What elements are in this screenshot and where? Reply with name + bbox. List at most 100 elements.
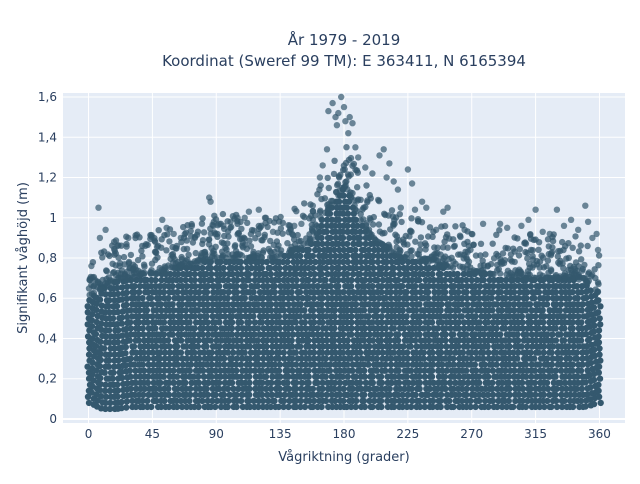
data-point: [388, 258, 395, 266]
data-point: [365, 301, 373, 308]
data-point: [255, 349, 262, 356]
data-point: [101, 369, 108, 376]
data-point: [118, 320, 126, 327]
data-point: [468, 355, 475, 362]
data-point: [114, 339, 122, 346]
y-tick-labels: 00,20,40,60,811,21,41,6: [38, 90, 57, 426]
data-point: [162, 313, 169, 320]
data-point: [323, 391, 330, 398]
data-point: [269, 373, 276, 380]
x-tick-label: 180: [333, 427, 356, 441]
data-point: [582, 379, 589, 386]
data-point: [317, 207, 324, 214]
data-point: [455, 373, 463, 380]
data-point: [399, 349, 406, 356]
data-point: [255, 397, 262, 405]
data-point: [378, 313, 385, 320]
data-point: [373, 313, 380, 320]
data-point: [374, 301, 382, 308]
data-point: [158, 307, 165, 314]
data-point: [241, 214, 248, 221]
data-point: [437, 403, 444, 411]
data-point: [378, 343, 386, 350]
data-point: [387, 283, 395, 290]
data-point: [441, 289, 449, 296]
data-point: [208, 270, 215, 278]
data-point: [354, 222, 361, 229]
data-point: [433, 331, 440, 338]
data-point: [92, 330, 100, 338]
data-point: [434, 325, 441, 332]
data-point: [177, 349, 185, 356]
data-point: [204, 319, 211, 326]
data-point: [353, 391, 360, 398]
data-point: [247, 367, 254, 374]
data-point: [254, 325, 262, 332]
data-point: [160, 331, 168, 338]
data-point: [310, 349, 318, 356]
data-point: [324, 349, 331, 356]
data-point: [292, 270, 300, 278]
data-point: [472, 403, 479, 411]
data-point: [391, 313, 398, 320]
data-point: [263, 343, 270, 350]
data-point: [102, 291, 109, 298]
data-point: [403, 313, 410, 320]
data-point: [331, 246, 338, 254]
data-point: [412, 295, 420, 302]
data-point: [335, 361, 343, 368]
data-point: [254, 301, 261, 308]
data-point: [532, 236, 539, 243]
data-point: [463, 289, 470, 296]
data-point: [395, 276, 402, 284]
data-point: [262, 385, 270, 392]
data-point: [535, 325, 542, 332]
data-point: [511, 258, 518, 266]
data-point: [463, 391, 470, 398]
data-point: [191, 270, 198, 278]
data-point: [139, 361, 146, 368]
data-point: [482, 325, 489, 332]
data-point: [234, 343, 241, 350]
data-point: [356, 270, 364, 278]
data-point: [546, 230, 553, 238]
data-point: [135, 289, 143, 296]
data-point: [500, 259, 508, 267]
data-point: [170, 230, 177, 238]
data-point: [271, 397, 278, 405]
data-point: [353, 252, 360, 260]
data-point: [251, 331, 258, 338]
data-point: [309, 307, 317, 314]
data-point: [363, 222, 370, 229]
data-point: [139, 403, 147, 411]
data-point: [340, 258, 347, 266]
data-point: [156, 355, 163, 362]
data-point: [375, 196, 382, 204]
data-point: [561, 270, 569, 277]
data-point: [380, 146, 387, 153]
data-point: [387, 295, 394, 302]
data-point: [113, 302, 121, 310]
data-point: [332, 349, 339, 356]
data-point: [417, 264, 425, 272]
data-point: [509, 331, 517, 338]
data-point: [271, 289, 278, 296]
data-point: [163, 224, 170, 231]
data-point: [156, 295, 163, 302]
data-point: [565, 254, 572, 262]
data-point: [353, 264, 360, 272]
data-point: [374, 258, 382, 266]
data-point: [480, 355, 487, 362]
data-point: [185, 262, 192, 270]
data-point: [297, 343, 304, 350]
data-point: [458, 397, 466, 405]
data-point: [312, 221, 319, 228]
data-point: [543, 263, 550, 270]
data-point: [179, 283, 186, 290]
data-point: [378, 283, 385, 290]
data-point: [344, 301, 351, 308]
data-point: [139, 295, 146, 302]
data-point: [144, 379, 152, 386]
data-point: [578, 307, 585, 314]
